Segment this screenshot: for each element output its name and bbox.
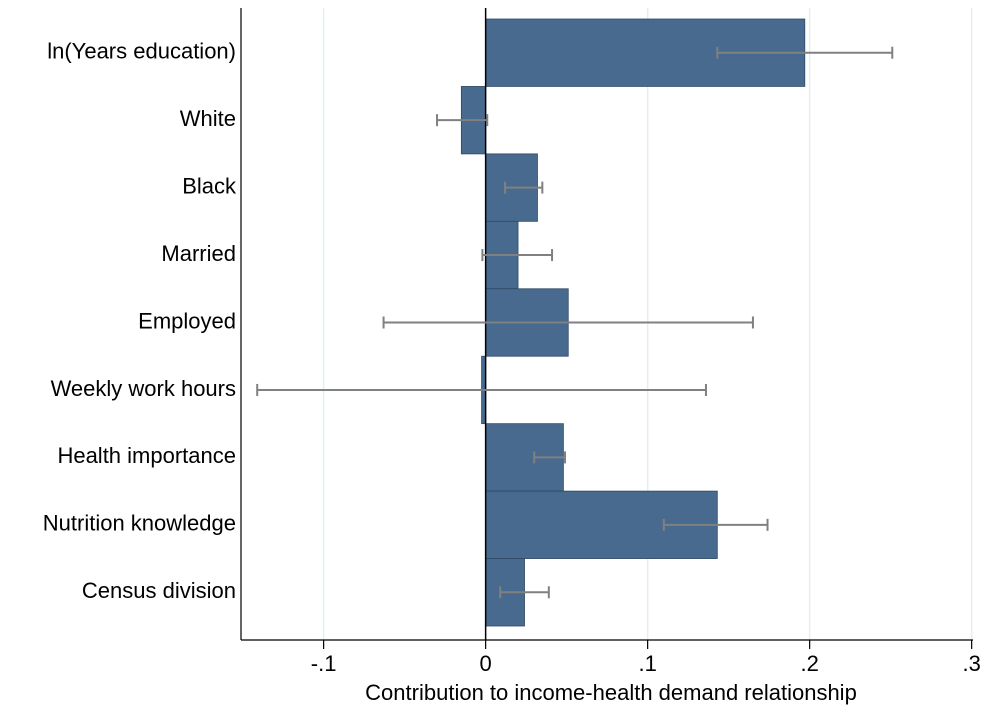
y-tick-label: Nutrition knowledge xyxy=(43,511,236,536)
y-tick-label: Census division xyxy=(82,578,236,603)
x-tick-label: -.1 xyxy=(311,651,337,676)
y-tick-label: Health importance xyxy=(57,443,236,468)
y-tick-label: White xyxy=(180,106,236,131)
x-tick-label: .2 xyxy=(800,651,818,676)
y-tick-label: Employed xyxy=(138,308,236,333)
x-tick-label: .1 xyxy=(638,651,656,676)
x-axis-label: Contribution to income-health demand rel… xyxy=(365,680,857,705)
x-tick-label: .3 xyxy=(962,651,980,676)
y-tick-label: Married xyxy=(161,241,236,266)
y-tick-label: Black xyxy=(182,173,237,198)
x-tick-label: 0 xyxy=(480,651,492,676)
y-tick-label: ln(Years education) xyxy=(47,39,236,64)
y-tick-label: Weekly work hours xyxy=(51,376,236,401)
